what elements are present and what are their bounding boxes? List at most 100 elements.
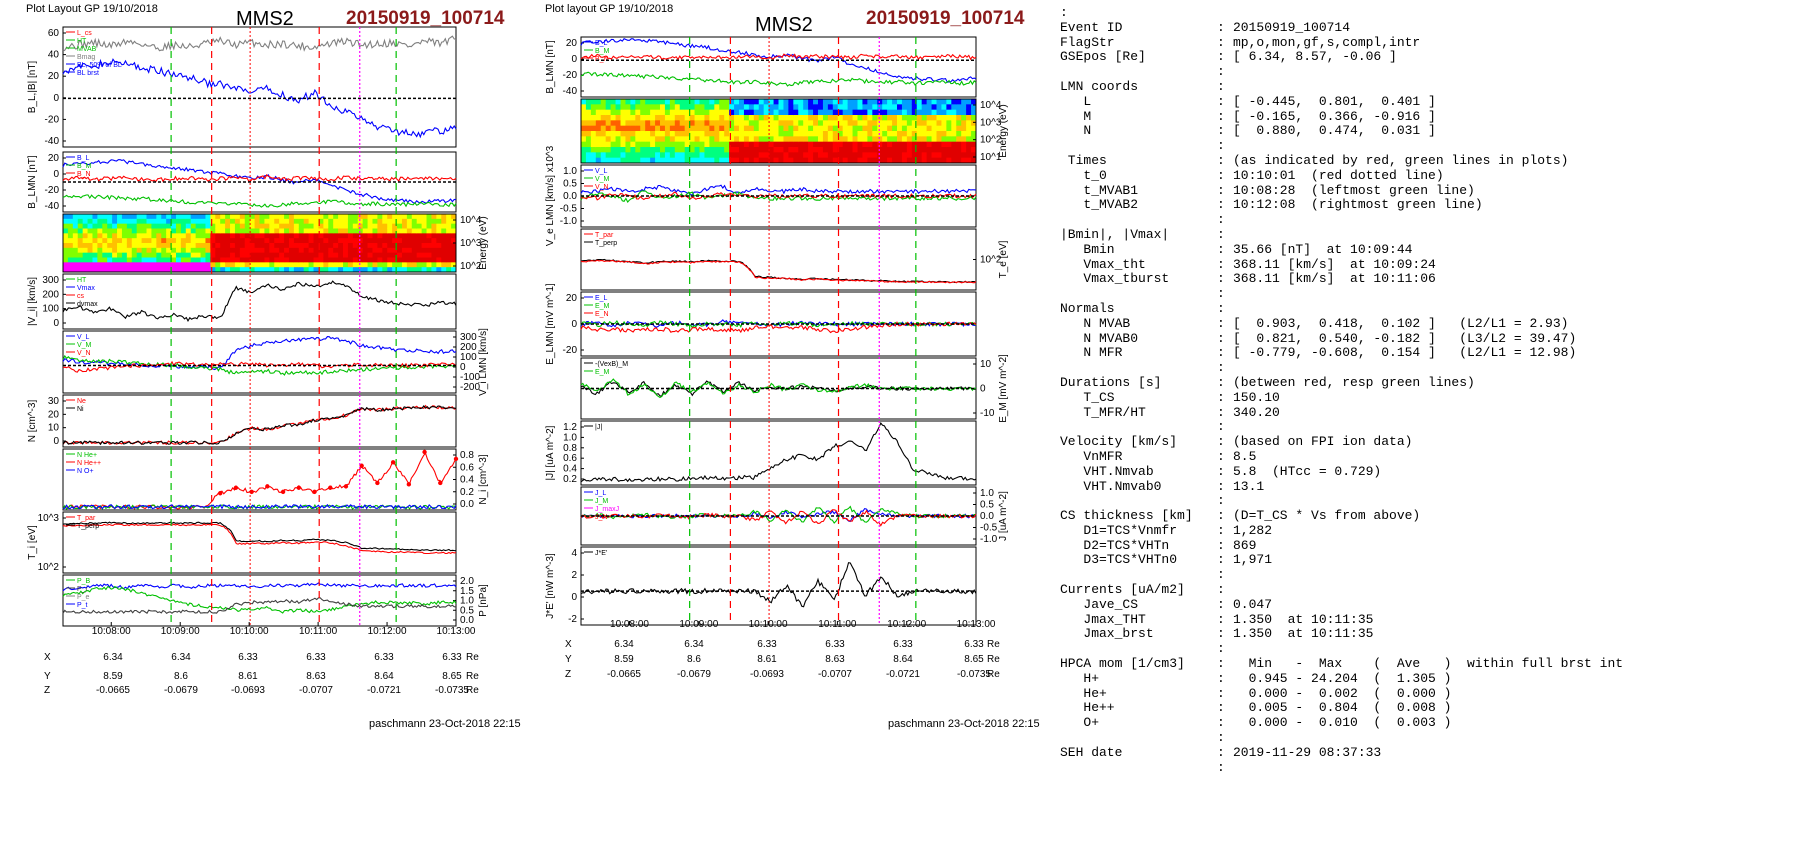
- spectrogram-cell: [318, 218, 324, 225]
- middle-footer: paschmann 23-Oct-2018 22:15: [888, 718, 1040, 730]
- spectrogram-cell: [406, 257, 413, 263]
- spectrogram-cell: [382, 243, 388, 249]
- spectrogram-cell: [77, 262, 84, 268]
- position-value: 8.59: [614, 654, 634, 665]
- spectrogram-cell: [392, 252, 398, 258]
- spectrogram-cell: [195, 252, 202, 258]
- spectrogram-cell: [426, 262, 432, 268]
- spectrogram-cell: [293, 267, 300, 273]
- spectrogram-cell: [121, 228, 128, 234]
- info-row: N MVAB0:[ 0.821, 0.540, -0.182 ] (L3/L2 …: [1060, 331, 1623, 347]
- spectrogram-cell: [669, 152, 676, 159]
- spectrogram-cell: [338, 233, 344, 239]
- spectrogram-cell: [625, 115, 631, 121]
- spectrogram-cell: [867, 131, 873, 137]
- spectrogram-cell: [951, 109, 957, 116]
- info-separator: :: [1217, 611, 1225, 627]
- spectrogram-cell: [284, 247, 290, 254]
- spectrogram-cell: [426, 223, 432, 229]
- spectrogram-cell: [107, 267, 113, 273]
- spectrogram-cell: [590, 152, 597, 159]
- info-value: (between red, resp green lines): [1233, 374, 1475, 390]
- legend-label: Ni: [77, 406, 84, 413]
- legend-label: -(VexB)_M: [595, 361, 628, 368]
- spectrogram-cell: [308, 218, 315, 225]
- spectrogram-cell: [931, 131, 937, 137]
- spectrogram-cell: [215, 228, 221, 234]
- spectrogram-cell: [620, 152, 626, 159]
- spectrogram-cell: [446, 233, 452, 239]
- spectrogram-cell: [813, 104, 819, 111]
- spectrogram-cell: [650, 99, 656, 105]
- spectrogram-cell: [921, 141, 928, 148]
- spectrogram-cell: [387, 243, 393, 249]
- spectrogram-cell: [674, 115, 681, 121]
- spectrogram-cell: [357, 228, 364, 234]
- spectrogram-cell: [640, 104, 646, 111]
- spectrogram-cell: [446, 267, 452, 273]
- spectrogram-cell: [347, 233, 354, 239]
- spectrogram-cell: [941, 136, 947, 143]
- spectrogram-cell: [131, 233, 138, 239]
- spectrogram-cell: [328, 233, 334, 239]
- y-tick-label: 0.0: [460, 615, 474, 626]
- legend-label: T_perp: [595, 240, 617, 247]
- spectrogram-cell: [215, 243, 221, 249]
- spectrogram-cell: [768, 99, 775, 105]
- spectrogram-cell: [892, 136, 898, 143]
- info-separator: :: [1217, 567, 1225, 583]
- spectrogram-cell: [274, 228, 280, 234]
- y-tick-label: 0: [571, 319, 577, 330]
- spectrogram-cell: [655, 136, 661, 143]
- spectrogram-cell: [416, 267, 423, 273]
- spectrogram-cell: [411, 252, 418, 258]
- spectrogram-cell: [966, 109, 972, 116]
- series-line: [62, 280, 457, 323]
- spectrogram-cell: [590, 99, 597, 105]
- spectrogram-cell: [274, 252, 280, 258]
- spectrogram-cell: [926, 104, 933, 111]
- spectrogram-cell: [783, 136, 789, 143]
- spectrogram-cell: [195, 228, 202, 234]
- info-key: Times: [1060, 152, 1107, 168]
- legend-label: E_M: [595, 303, 610, 310]
- spectrogram-cell: [664, 104, 671, 111]
- legend-label: cs: [77, 293, 85, 300]
- spectrogram-cell: [441, 218, 447, 225]
- spectrogram-cell: [357, 247, 364, 254]
- spectrogram-cell: [230, 233, 236, 239]
- spectrogram-cell: [625, 157, 631, 164]
- legend-label: J_L: [595, 490, 606, 497]
- spectrogram-cell: [951, 152, 957, 159]
- spectrogram-cell: [136, 243, 143, 249]
- spectrogram-cell: [719, 109, 725, 116]
- info-separator: :: [1217, 167, 1225, 183]
- spectrogram-cell: [293, 238, 300, 244]
- spectrogram-cell: [822, 115, 829, 121]
- spectrogram-cell: [397, 257, 403, 263]
- info-row: Times: (as indicated by red, green lines …: [1060, 152, 1623, 169]
- info-separator: :: [1217, 78, 1225, 94]
- spectrogram-cell: [714, 141, 720, 148]
- spectrogram-cell: [842, 99, 849, 105]
- legend: |J|: [584, 424, 602, 431]
- position-value: -0.0721: [886, 669, 920, 680]
- info-separator: :: [1217, 759, 1225, 775]
- spectrogram-cell: [200, 218, 206, 225]
- legend-label: HT: [77, 277, 87, 284]
- spectrogram-cell: [729, 120, 735, 127]
- spectrogram-cell: [117, 223, 123, 229]
- spectrogram-cell: [600, 99, 607, 105]
- spectrogram-cell: [392, 247, 398, 254]
- spectrogram-cell: [600, 141, 607, 148]
- spectrogram-cell: [867, 109, 873, 116]
- info-separator: :: [1217, 34, 1225, 50]
- series-line: [580, 191, 977, 201]
- spectrogram-cell: [610, 131, 617, 137]
- y-tick-label: 20: [48, 153, 60, 164]
- spectrogram-cell: [121, 233, 128, 239]
- spectrogram-cell: [234, 262, 241, 268]
- spectrogram-cell: [630, 141, 636, 148]
- spectrogram-cell: [220, 243, 226, 249]
